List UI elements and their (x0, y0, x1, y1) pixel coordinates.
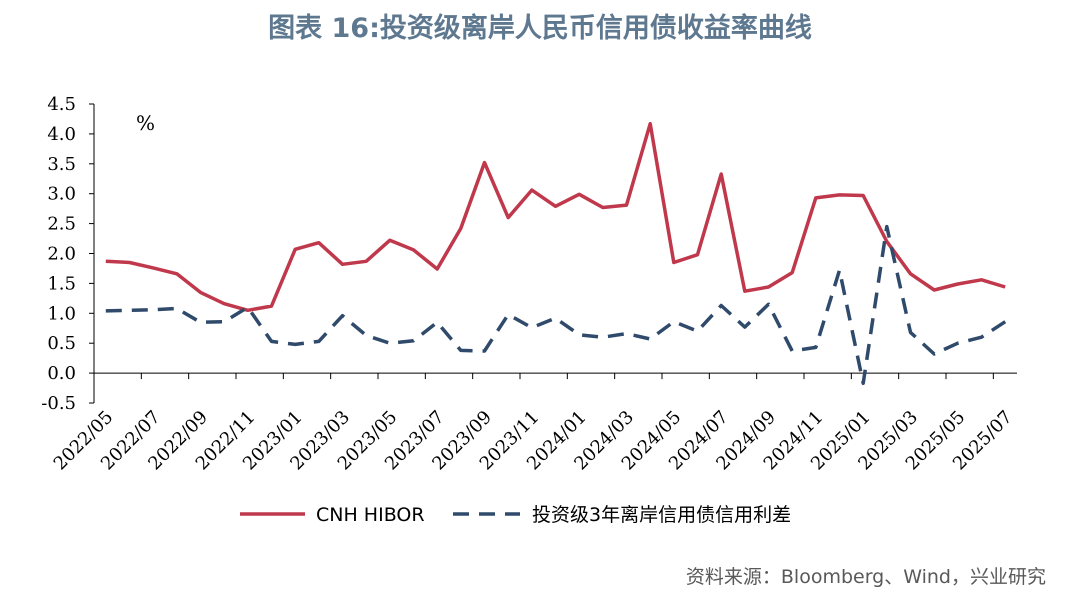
y-tick-label: 4.0 (47, 124, 76, 145)
plot-series (105, 121, 1007, 386)
y-axis: 4.5 4.0 3.5 3.0 2.5 2.0 1.5 1.0 0.5 0.0 -0.5 (41, 94, 95, 414)
source-note: 资料来源：Bloomberg、Wind，兴业研究 (685, 566, 1046, 588)
legend-label: 投资级3年离岸信用债信用利差 (532, 504, 791, 526)
y-tick-label: 3.0 (47, 184, 76, 205)
y-tick-label: 0.5 (47, 333, 76, 354)
y-tick-label: 4.5 (47, 94, 76, 115)
y-tick-label: 3.5 (47, 154, 76, 175)
y-tick-label: 1.0 (47, 303, 76, 324)
legend-label: CNH HIBOR (316, 504, 425, 526)
y-tick-label: -0.5 (41, 393, 76, 414)
series-cnh-hibor-line (105, 121, 1006, 313)
y-tick-label: 0.0 (47, 363, 76, 384)
y-tick-label: 1.5 (47, 273, 76, 294)
chart-title: 图表 16:投资级离岸人民币信用债收益率曲线 (268, 13, 812, 44)
y-tick-label: 2.0 (47, 244, 76, 265)
legend: CNH HIBOR 投资级3年离岸信用债信用利差 (240, 504, 791, 526)
y-unit-label: % (136, 111, 155, 135)
y-tick-label: 2.5 (47, 214, 76, 235)
series-credit-spread-line (105, 224, 1007, 386)
x-axis: 2022/052022/072022/092022/112023/012023/… (50, 372, 1017, 474)
